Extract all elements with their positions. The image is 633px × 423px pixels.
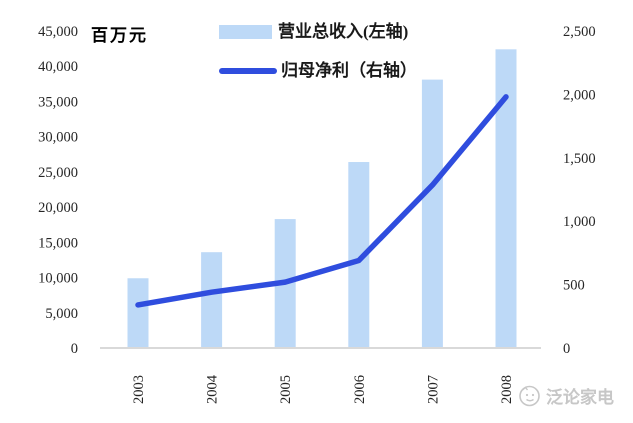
right-axis-tick-500: 500 (563, 278, 585, 294)
left-axis-tick-30000: 30,000 (38, 130, 78, 146)
left-axis-tick-5000: 5,000 (45, 306, 78, 322)
x-axis-label-2004: 2004 (205, 374, 221, 404)
x-axis-label-2007: 2007 (425, 375, 441, 404)
left-axis-tick-35000: 35,000 (38, 94, 78, 110)
chart-legend: 营业总收入(左轴) 归母净利（右轴） (219, 23, 417, 101)
right-axis-tick-1000: 1,000 (563, 214, 596, 230)
legend-profit-label: 归母净利（右轴） (281, 61, 417, 80)
left-axis-tick-15000: 15,000 (38, 235, 78, 251)
left-axis-tick-45000: 45,000 (38, 24, 78, 40)
right-axis-tick-2500: 2,500 (563, 24, 596, 40)
x-axis-label-2005: 2005 (278, 375, 294, 404)
axis-unit-label: 百万元 (91, 26, 148, 45)
right-axis-tick-1500: 1,500 (563, 151, 596, 167)
revenue-bar-swatch-icon (219, 25, 272, 39)
legend-revenue-label: 营业总收入(左轴) (278, 22, 409, 41)
watermark-label: 泛论家电 (546, 388, 614, 407)
left-axis-tick-20000: 20,000 (38, 200, 78, 216)
left-axis-tick-10000: 10,000 (38, 271, 78, 287)
revenue-bar-2003 (127, 278, 149, 348)
x-axis-label-2008: 2008 (499, 375, 515, 404)
profit-line (135, 94, 509, 308)
revenue-bar-2004 (201, 252, 223, 348)
watermark: 泛论家电 (517, 383, 614, 408)
right-axis-tick-2000: 2,000 (563, 87, 596, 103)
right-axis-tick-0: 0 (563, 341, 570, 357)
left-axis-tick-25000: 25,000 (38, 165, 78, 181)
left-axis-tick-40000: 40,000 (38, 59, 78, 75)
legend-item-revenue: 营业总收入(左轴) (219, 23, 417, 41)
x-axis-label-2006: 2006 (352, 375, 368, 404)
x-axis-label-2003: 2003 (131, 375, 147, 404)
watermark-logo-icon (519, 385, 540, 407)
revenue-bar-2007 (421, 79, 443, 349)
legend-item-profit: 归母净利（右轴） (219, 62, 417, 80)
left-axis-tick-0: 0 (71, 341, 78, 357)
revenue-bar-2006 (348, 162, 370, 348)
revenue-bar-2008 (495, 49, 517, 349)
profit-line-swatch-icon (219, 68, 277, 74)
